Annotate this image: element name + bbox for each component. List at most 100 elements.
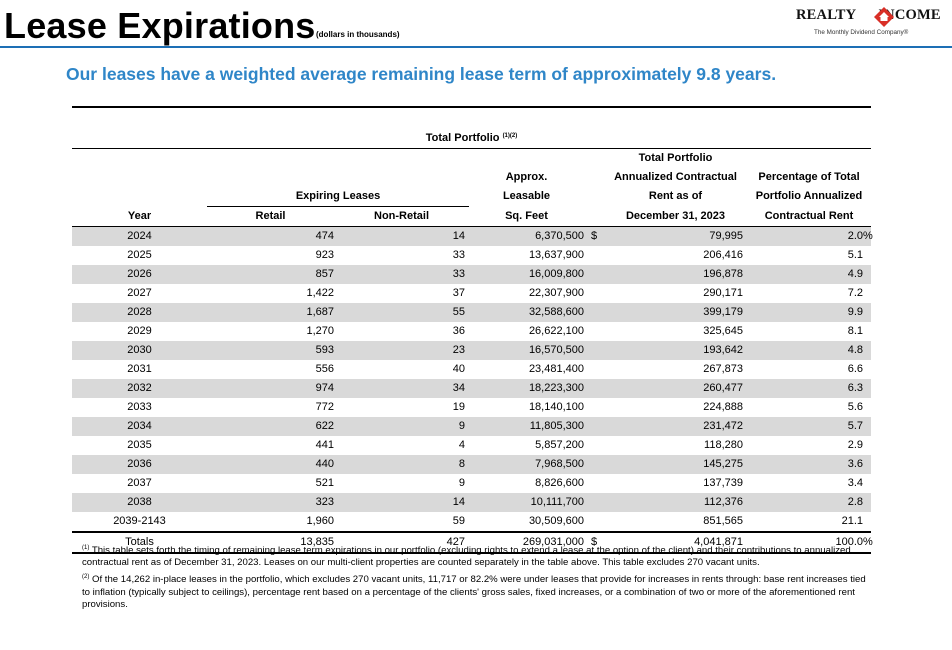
row-rent: 851,565 [703,515,743,527]
row-retail: 474 [207,226,334,246]
row-retail: 323 [207,493,334,512]
row-pct: 6.3 [747,379,863,398]
row-pct-sign [863,360,871,379]
row-retail: 1,270 [306,325,334,337]
row-non-retail: 37 [452,287,465,299]
footnote-1-mark: (1) [82,545,90,551]
col-pct-line3: Contractual Rent [747,206,871,227]
row-rent: 260,477 [604,379,747,398]
row-non-retail: 33 [452,249,465,261]
row-rent: 112,376 [604,493,747,512]
row-rent: 137,739 [703,477,743,489]
row-non-retail: 59 [452,515,465,527]
row-pct: 5.6 [847,401,863,413]
row-rent: 193,642 [604,341,747,360]
lease-expirations-table: Total Portfolio (1)(2) Total Portfolio A… [72,106,873,554]
row-non-retail: 36 [452,325,465,337]
table-row: 2032 974 34 18,223,300 260,477 6.3 [72,379,871,398]
row-retail: 440 [207,455,334,474]
row-retail: 556 [315,363,334,375]
row-pct-sign [863,512,871,532]
table-row: 2029 1,270 36 26,622,100 325,645 8.1 [72,322,871,341]
row-pct: 8.1 [847,325,863,337]
row-pct: 9.9 [747,303,863,322]
row-pct-sign [863,265,871,284]
table-row: 2039-2143 1,960 59 30,509,600 851,565 21.1 [72,512,871,532]
row-sqft: 18,223,300 [469,379,584,398]
totals-currency: $ [584,531,604,554]
col-rent-line4: December 31, 2023 [604,206,747,227]
row-pct: 7.2 [847,287,863,299]
group-title-note: (1)(2) [502,133,518,139]
row-pct: 21.1 [841,515,863,527]
row-pct-sign [863,341,871,360]
row-retail: 1,422 [306,287,334,299]
row-retail: 923 [315,249,334,261]
row-sqft: 10,111,700 [469,493,584,512]
row-year: 2033 [127,401,152,413]
row-sqft: 23,481,400 [528,363,584,375]
row-rent: 196,878 [604,265,747,284]
totals-pct: 100.0 [747,531,863,554]
row-pct-sign [863,417,871,436]
row-currency [584,474,604,493]
footnote-1: (1) This table sets forth the timing of … [82,542,868,569]
row-sqft: 13,637,900 [528,249,584,261]
col-sqft-line2: Leasable [502,190,551,203]
row-year: 2029 [127,325,152,337]
table-row: 2031 556 40 23,481,400 267,873 6.6 [72,360,871,379]
row-retail: 772 [315,401,334,413]
table-row: 2035 441 4 5,857,200 118,280 2.9 [72,436,871,455]
table-row: 2028 1,687 55 32,588,600 399,179 9.9 [72,303,871,322]
company-logo: REALTY INCOME The Monthly Dividend Compan… [796,6,946,40]
totals-retail: 13,835 [207,531,334,554]
row-currency [584,360,604,379]
row-retail: 441 [315,439,334,451]
col-pct-line2: Portfolio Annualized [755,190,863,203]
row-rent: 79,995 [604,226,747,246]
row-non-retail: 55 [334,303,469,322]
row-rent: 325,645 [703,325,743,337]
row-rent: 267,873 [703,363,743,375]
page-title: Lease Expirations [4,5,316,46]
col-retail: Retail [207,206,334,227]
row-year: 2025 [127,249,152,261]
row-currency [584,455,604,474]
row-currency [584,246,604,265]
row-sqft: 11,805,300 [469,417,584,436]
row-pct-sign [863,322,871,341]
row-currency [584,493,604,512]
logo-word-realty: REALTY [796,7,857,23]
row-pct: 2.9 [847,439,863,451]
row-currency [584,341,604,360]
row-retail: 857 [207,265,334,284]
row-rent: 290,171 [703,287,743,299]
row-year: 2036 [72,455,207,474]
row-year: 2032 [72,379,207,398]
row-currency [584,322,604,341]
row-retail: 1,687 [207,303,334,322]
col-group-expiring-leases: Expiring Leases [207,187,469,207]
row-year: 2035 [127,439,152,451]
footnote-2-mark: (2) [82,574,90,581]
row-sqft: 30,509,600 [528,515,584,527]
col-rent-line3: Rent as of [648,190,703,203]
row-year: 2037 [127,477,152,489]
logo-wordmark: REALTY INCOME [796,7,941,24]
row-pct-sign [863,284,871,303]
table-row: 2026 857 33 16,009,800 196,878 4.9 [72,265,871,284]
row-currency [584,417,604,436]
table-row: 2033 772 19 18,140,100 224,888 5.6 [72,398,871,417]
row-currency [584,303,604,322]
row-non-retail: 4 [458,439,465,451]
col-pct-line1: Percentage of Total [758,171,860,183]
table-row: 2036 440 8 7,968,500 145,275 3.6 [72,455,871,474]
row-retail: 593 [207,341,334,360]
house-mark-icon [874,7,894,27]
row-pct-sign [863,474,871,493]
table-group-title: Total Portfolio (1)(2) [72,127,871,149]
row-sqft: 16,570,500 [469,341,584,360]
row-year: 2028 [72,303,207,322]
row-rent: 206,416 [703,249,743,261]
row-year: 2034 [72,417,207,436]
